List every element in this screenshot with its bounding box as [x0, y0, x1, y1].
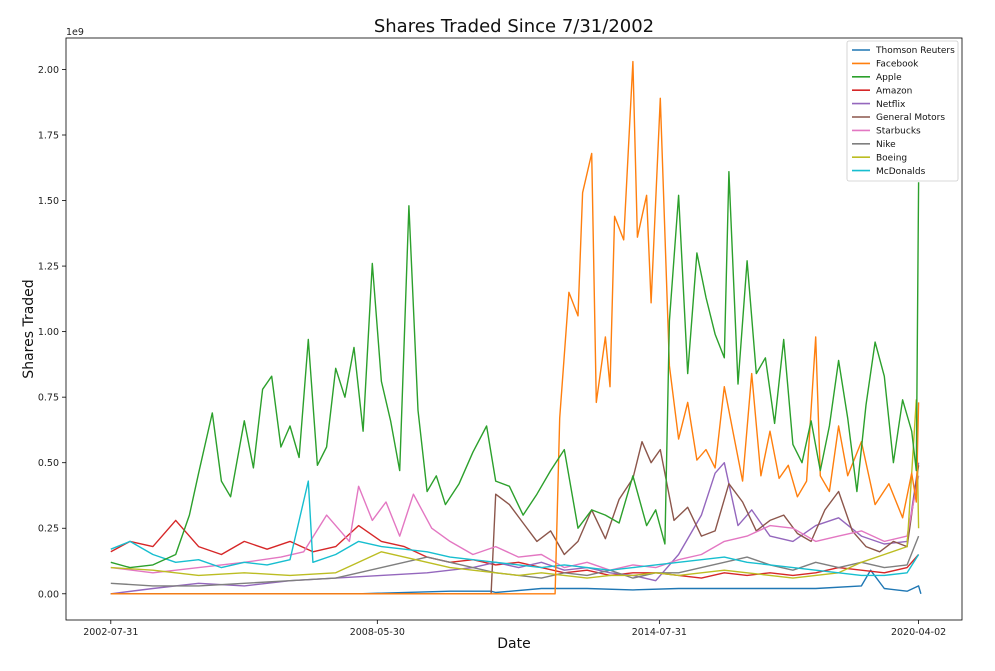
- y-tick-label: 1.75: [38, 131, 59, 142]
- legend-entry-apple: Apple: [876, 73, 902, 83]
- y-axis-multiplier-label: 1e9: [66, 27, 84, 38]
- series-lines: [110, 60, 922, 595]
- x-tick-label: 2014-07-31: [632, 627, 687, 638]
- legend-entry-facebook: Facebook: [876, 60, 919, 70]
- series-line-apple: [110, 170, 920, 569]
- series-line-starbucks: [110, 475, 920, 574]
- chart-title: Shares Traded Since 7/31/2002: [374, 16, 654, 37]
- series-line-facebook: [110, 60, 920, 595]
- y-tick-label: 1.50: [38, 196, 59, 207]
- legend-entry-mcdonalds: McDonalds: [876, 167, 926, 177]
- y-tick-label: 0.50: [38, 458, 59, 469]
- x-tick-label: 2002-07-31: [83, 627, 138, 638]
- series-line-boeing: [110, 399, 920, 579]
- y-tick-label: 0.25: [38, 524, 59, 535]
- legend-entry-amazon: Amazon: [876, 86, 912, 96]
- series-line-nike: [110, 535, 920, 587]
- legend-box: [846, 40, 959, 182]
- series-line-general-motors: [110, 441, 920, 595]
- y-tick-label: 1.25: [38, 262, 59, 273]
- legend-entry-general-motors: General Motors: [876, 113, 945, 123]
- x-tick-label: 2020-04-02: [891, 627, 946, 638]
- y-tick-label: 0.00: [38, 589, 59, 600]
- legend: Thomson Reuters Facebook Apple Amazon Netfli…: [846, 40, 959, 182]
- series-line-mcdonalds: [110, 480, 920, 577]
- legend-entry-netflix: Netflix: [876, 100, 906, 110]
- legend-entry-nike: Nike: [876, 140, 896, 150]
- y-axis: 0.00 0.25 0.50 0.75 1.00 1.25 1.50 1.75 2.00: [38, 65, 66, 600]
- plot-frame: [65, 37, 963, 621]
- y-tick-label: 2.00: [38, 65, 59, 76]
- y-tick-label: 0.75: [38, 393, 59, 404]
- legend-entry-starbucks: Starbucks: [876, 127, 921, 137]
- legend-entry-thomson-reuters: Thomson Reuters: [875, 46, 955, 56]
- y-axis-label: Shares Traded: [21, 279, 37, 378]
- series-line-amazon: [110, 519, 920, 579]
- y-tick-label: 1.00: [38, 327, 59, 338]
- legend-entry-boeing: Boeing: [876, 153, 907, 163]
- x-axis: 2002-07-31 2008-05-30 2014-07-31 2020-04-02: [83, 620, 946, 638]
- plot-area: [65, 37, 963, 621]
- x-tick-label: 2008-05-30: [350, 627, 405, 638]
- x-axis-label: Date: [497, 636, 530, 652]
